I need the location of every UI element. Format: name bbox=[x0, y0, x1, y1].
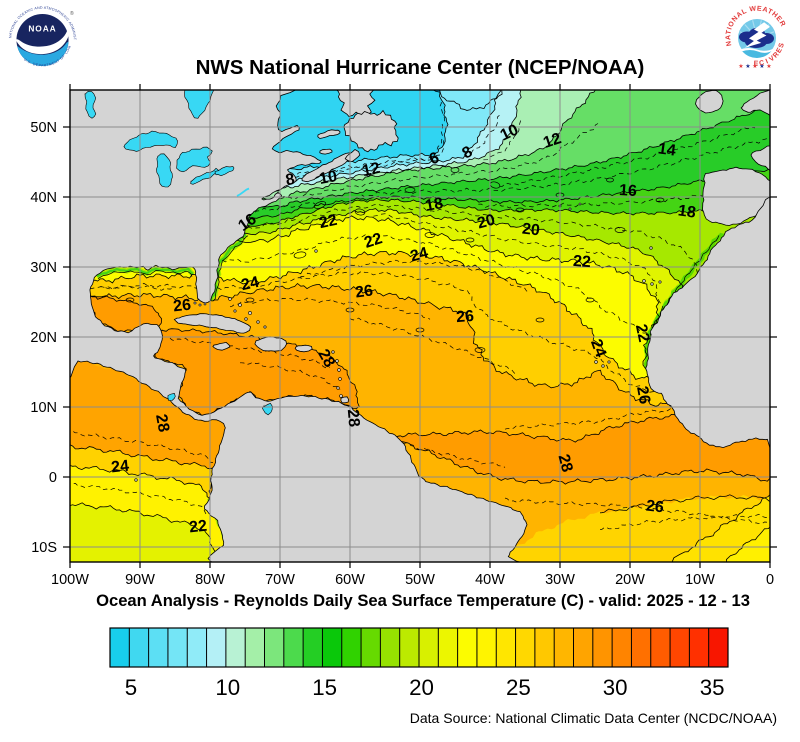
svg-text:28: 28 bbox=[314, 347, 338, 371]
svg-text:8: 8 bbox=[284, 171, 296, 189]
svg-text:E: E bbox=[754, 60, 759, 67]
svg-text:10S: 10S bbox=[31, 540, 57, 556]
svg-text:22: 22 bbox=[318, 212, 339, 232]
svg-text:90W: 90W bbox=[125, 572, 155, 588]
svg-text:®: ® bbox=[70, 10, 74, 17]
svg-text:50N: 50N bbox=[30, 120, 57, 136]
svg-text:22: 22 bbox=[572, 253, 591, 271]
svg-text:C: C bbox=[759, 60, 765, 68]
svg-text:15: 15 bbox=[312, 675, 337, 700]
svg-text:Ocean Analysis - Reynolds Dail: Ocean Analysis - Reynolds Daily Sea Surf… bbox=[96, 591, 750, 610]
svg-text:20W: 20W bbox=[615, 572, 645, 588]
svg-text:10: 10 bbox=[215, 675, 240, 700]
svg-text:28: 28 bbox=[555, 452, 576, 474]
svg-text:28: 28 bbox=[344, 408, 362, 427]
svg-text:40W: 40W bbox=[475, 572, 505, 588]
svg-text:20N: 20N bbox=[30, 330, 57, 346]
svg-text:80W: 80W bbox=[195, 572, 225, 588]
svg-text:NOAA: NOAA bbox=[28, 24, 56, 34]
svg-text:26: 26 bbox=[354, 282, 374, 301]
svg-text:26: 26 bbox=[645, 498, 665, 517]
svg-text:22: 22 bbox=[362, 230, 384, 252]
svg-text:★: ★ bbox=[738, 63, 743, 70]
svg-text:12: 12 bbox=[541, 130, 563, 152]
svg-text:18: 18 bbox=[424, 195, 445, 215]
svg-text:30W: 30W bbox=[545, 572, 575, 588]
svg-text:★: ★ bbox=[745, 63, 750, 70]
svg-text:10W: 10W bbox=[685, 572, 715, 588]
svg-text:18: 18 bbox=[677, 202, 697, 221]
svg-text:R: R bbox=[772, 51, 781, 59]
svg-text:20: 20 bbox=[409, 675, 434, 700]
svg-text:★: ★ bbox=[752, 63, 757, 70]
svg-text:E: E bbox=[775, 47, 784, 55]
svg-text:24: 24 bbox=[110, 458, 130, 477]
svg-text:24: 24 bbox=[240, 274, 261, 294]
svg-text:26: 26 bbox=[172, 297, 192, 316]
svg-text:28: 28 bbox=[152, 413, 172, 434]
svg-text:V: V bbox=[768, 55, 776, 64]
svg-text:10N: 10N bbox=[30, 400, 57, 416]
svg-text:12: 12 bbox=[361, 160, 382, 180]
svg-text:50W: 50W bbox=[405, 572, 435, 588]
svg-text:30: 30 bbox=[603, 675, 628, 700]
svg-text:26: 26 bbox=[633, 385, 653, 406]
svg-text:70W: 70W bbox=[265, 572, 295, 588]
svg-text:40N: 40N bbox=[30, 190, 57, 206]
svg-text:20: 20 bbox=[521, 221, 541, 240]
svg-text:24: 24 bbox=[408, 244, 430, 265]
svg-text:16: 16 bbox=[618, 182, 637, 200]
svg-text:10: 10 bbox=[318, 168, 339, 188]
svg-text:0: 0 bbox=[766, 572, 774, 588]
svg-text:35: 35 bbox=[700, 675, 725, 700]
svg-text:14: 14 bbox=[657, 140, 677, 159]
svg-text:10: 10 bbox=[498, 121, 521, 144]
svg-text:NWS National Hurricane Center: NWS National Hurricane Center (NCEP/NOAA… bbox=[196, 56, 645, 79]
svg-text:S: S bbox=[778, 42, 786, 49]
svg-text:22: 22 bbox=[188, 518, 208, 537]
svg-text:60W: 60W bbox=[335, 572, 365, 588]
svg-text:26: 26 bbox=[456, 308, 475, 326]
svg-text:★: ★ bbox=[766, 63, 771, 70]
svg-text:I: I bbox=[765, 58, 770, 65]
svg-text:20: 20 bbox=[475, 211, 497, 232]
svg-text:25: 25 bbox=[506, 675, 531, 700]
svg-text:22: 22 bbox=[632, 323, 652, 344]
svg-text:5: 5 bbox=[125, 675, 137, 700]
svg-text:24: 24 bbox=[587, 337, 609, 360]
svg-text:0: 0 bbox=[49, 470, 57, 486]
svg-text:Data Source: National Climatic: Data Source: National Climatic Data Cent… bbox=[410, 710, 777, 726]
svg-text:100W: 100W bbox=[51, 572, 89, 588]
svg-text:★: ★ bbox=[759, 63, 764, 70]
svg-text:30N: 30N bbox=[30, 260, 57, 276]
